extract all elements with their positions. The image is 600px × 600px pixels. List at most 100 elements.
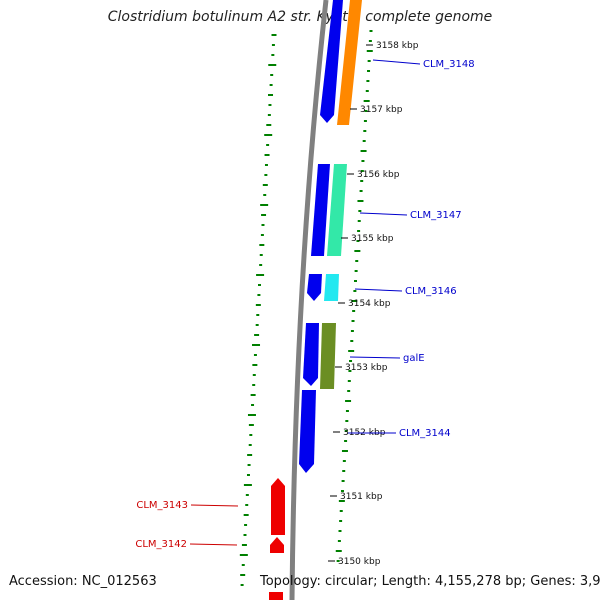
gc-mark [355, 260, 359, 262]
genome-summary: Topology: circular; Length: 4,155,278 bp… [260, 574, 600, 589]
gc-mark [252, 344, 261, 346]
map-title: Clostridium botulinum A2 str. Kyoto, com… [107, 9, 493, 25]
gc-mark [364, 110, 368, 112]
gene-label-leader [190, 504, 239, 507]
gc-mark [266, 144, 270, 146]
gene-forward-clm3146[interactable] [307, 274, 322, 301]
gc-mark [243, 514, 249, 516]
gene-forward-clm3148[interactable] [320, 0, 343, 123]
scale-tick-label: 3155 kbp [351, 234, 394, 244]
gc-mark [362, 140, 366, 142]
gc-mark [249, 434, 253, 436]
gene-forward-clm3147[interactable] [311, 164, 330, 256]
gc-mark [250, 394, 256, 396]
gc-mark [247, 414, 256, 416]
gc-mark [369, 30, 373, 32]
gc-mark [264, 174, 268, 176]
gc-mark [252, 384, 256, 386]
gc-mark [365, 90, 369, 92]
gc-mark [271, 54, 275, 56]
gc-mark [359, 190, 363, 192]
gc-mark [257, 294, 261, 296]
gc-mark [360, 150, 367, 152]
gc-track-inner [239, 34, 277, 586]
gc-mark [259, 244, 265, 246]
scale-tick-label: 3158 kbp [376, 41, 419, 51]
gc-mark [350, 340, 354, 342]
gene-reverse-clm3143[interactable] [271, 478, 285, 535]
gene-reverse-bottom [269, 592, 283, 600]
gc-mark [363, 120, 367, 122]
gc-mark [252, 364, 258, 366]
gc-mark [268, 104, 272, 106]
gc-mark [245, 504, 249, 506]
gc-mark [367, 70, 371, 72]
gc-mark [342, 460, 346, 462]
gc-mark [256, 314, 260, 316]
gene-forward-clm3144[interactable] [299, 390, 316, 473]
gc-mark [243, 484, 252, 486]
gc-mark [338, 500, 345, 502]
gc-mark [245, 494, 249, 496]
gc-mark [348, 350, 355, 352]
gc-mark [339, 520, 343, 522]
gc-mark [345, 400, 352, 402]
gc-mark [261, 214, 267, 216]
gc-mark [241, 564, 245, 566]
gene-label-leader [349, 356, 401, 359]
gene-reverse-clm3142[interactable] [270, 537, 284, 553]
gc-mark [349, 360, 353, 362]
gc-mark [366, 80, 370, 82]
gene-label-leader [354, 288, 403, 292]
gc-mark [244, 524, 248, 526]
gc-mark [337, 540, 341, 542]
gc-mark [357, 200, 364, 202]
gene-labels: CLM_3148 CLM_3147 CLM_3146 galE CLM_3144 CLM_… [135, 59, 474, 550]
gc-mark [347, 390, 351, 392]
gc-mark [240, 574, 246, 576]
gc-mark [264, 154, 270, 156]
gc-mark [247, 464, 251, 466]
gc-mark [363, 130, 367, 132]
gene-label-forward: CLM_3144 [399, 428, 451, 439]
forward-strand-track [299, 0, 343, 473]
gc-mark [247, 454, 253, 456]
gc-mark [340, 490, 344, 492]
gc-mark [360, 170, 364, 172]
scale-tick-label: 3156 kbp [357, 170, 400, 180]
cog-bar-cyan [324, 274, 339, 301]
gc-mark [239, 554, 248, 556]
gc-mark [252, 374, 256, 376]
gc-mark [271, 44, 275, 46]
gc-mark [344, 440, 348, 442]
gc-mark [267, 114, 271, 116]
gc-mark [246, 474, 250, 476]
gc-mark [243, 534, 247, 536]
gc-mark [260, 234, 264, 236]
gene-label-leader [359, 212, 408, 216]
gene-label-forward: CLM_3147 [410, 210, 462, 221]
gc-mark [268, 64, 277, 66]
gc-mark [360, 180, 364, 182]
cog-bar-mint [327, 164, 347, 256]
gc-mark [240, 584, 244, 586]
gc-mark [338, 530, 342, 532]
scale-tick-label: 3157 kbp [360, 105, 403, 115]
gc-mark [335, 550, 342, 552]
cog-track [320, 0, 362, 389]
gc-mark [241, 544, 247, 546]
gc-mark [254, 334, 260, 336]
gc-mark [256, 274, 265, 276]
gc-mark [344, 430, 348, 432]
gc-mark [345, 420, 349, 422]
gc-mark [367, 60, 371, 62]
gc-mark [358, 210, 362, 212]
gc-mark [341, 450, 348, 452]
gene-forward-gale[interactable] [303, 323, 319, 386]
gc-mark [260, 204, 269, 206]
gc-mark [354, 280, 357, 282]
accession-label: Accession: NC_012563 [9, 574, 157, 589]
gc-mark [339, 510, 343, 512]
